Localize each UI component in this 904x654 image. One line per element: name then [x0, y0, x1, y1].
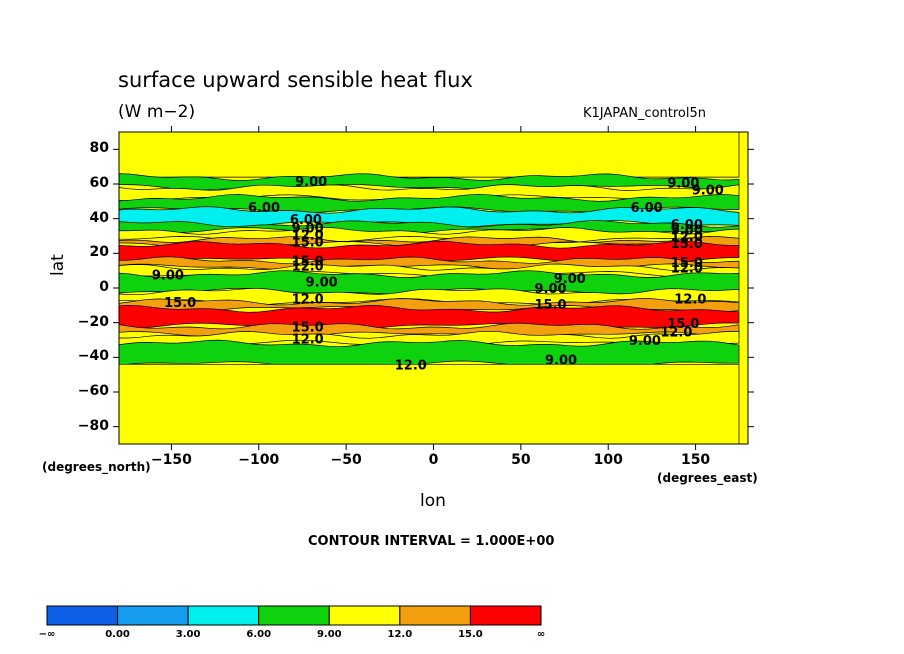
- contour-label: 9.00: [306, 275, 338, 290]
- x-axis-label: lon: [420, 491, 446, 511]
- x-axis-caption: (degrees_east): [657, 471, 758, 485]
- chart-units: (W m−2): [118, 102, 196, 122]
- contour-label: 12.0: [292, 333, 324, 348]
- contour-band: [118, 330, 740, 348]
- contour-label: 12.0: [292, 293, 324, 308]
- contour-band: [118, 363, 740, 445]
- x-tick-label: 50: [511, 452, 531, 468]
- x-tick-label: −50: [330, 452, 362, 468]
- contour-label: 9.00: [295, 175, 327, 190]
- colorbar-label: 6.00: [246, 629, 272, 640]
- contour-label: 9.00: [292, 222, 324, 237]
- contour-label: 6.00: [248, 201, 280, 216]
- x-tick-label: 100: [593, 452, 623, 468]
- colorbar-label: 9.00: [316, 629, 342, 640]
- contour-label: 15.0: [292, 235, 324, 250]
- contour-label: 15.0: [292, 320, 324, 335]
- y-tick-label: −20: [77, 313, 109, 330]
- run-label: K1JAPAN_control5n: [583, 106, 706, 121]
- contour-label: 15.0: [535, 298, 567, 313]
- y-tick-label: −40: [77, 348, 109, 365]
- contour-label: 9.00: [545, 353, 577, 368]
- colorbar-label: 15.0: [458, 629, 483, 640]
- contour-label: 9.00: [671, 223, 703, 238]
- y-tick-label: −60: [77, 383, 109, 399]
- colorbar-swatch: [328, 605, 401, 626]
- x-tick-label: 0: [428, 452, 439, 468]
- colorbar-label: 3.00: [175, 629, 201, 640]
- contour-label: 6.00: [290, 213, 322, 228]
- contour-label: 12.0: [292, 260, 324, 275]
- contour-label: 12.0: [660, 326, 692, 341]
- contour-band: [118, 298, 740, 313]
- contour-label: 9.00: [535, 282, 567, 297]
- contour-label: 9.00: [629, 334, 661, 349]
- colorbar-label: 12.0: [387, 629, 413, 640]
- x-tick-label: 150: [680, 452, 711, 468]
- contour-label: 15.0: [292, 255, 324, 270]
- y-tick-label: 40: [89, 209, 109, 226]
- y-tick-label: 80: [89, 140, 109, 157]
- y-tick-label: 60: [89, 175, 109, 191]
- y-tick-label: 0: [99, 279, 109, 295]
- contour-label: 9.00: [152, 268, 184, 283]
- contour-label: 12.0: [395, 359, 427, 374]
- contour-label: 12.0: [671, 261, 703, 276]
- contour-interval: CONTOUR INTERVAL = 1.000E+00: [308, 534, 555, 549]
- colorbar-swatch: [187, 605, 260, 626]
- colorbar-swatch: [469, 605, 542, 626]
- contour-label: 15.0: [671, 256, 703, 271]
- colorbar-label: 0.00: [105, 629, 130, 640]
- x-tick-label: −150: [150, 452, 192, 468]
- colorbar-swatch: [399, 605, 471, 626]
- contour-label: 6.00: [631, 201, 663, 216]
- colorbar-swatch: [258, 605, 330, 626]
- contour-label: 12.0: [674, 293, 706, 308]
- contour-label: 9.00: [692, 183, 724, 198]
- contour-band: [118, 193, 740, 214]
- contour-label: 6.00: [671, 218, 703, 233]
- colorbar-swatch: [117, 605, 189, 626]
- contour-band: [118, 131, 740, 178]
- y-tick-label: 20: [89, 244, 109, 261]
- contour-label: 12.0: [292, 229, 324, 244]
- colorbar-swatch: [46, 605, 119, 626]
- contour-label: 9.00: [667, 177, 699, 192]
- colorbar-label: −∞: [38, 629, 56, 640]
- y-axis-caption: (degrees_north): [42, 460, 151, 474]
- contour-label: 15.0: [671, 237, 703, 252]
- colorbar-label: ∞: [536, 629, 546, 640]
- x-tick-label: −100: [238, 452, 280, 468]
- contour-label: 15.0: [667, 317, 699, 332]
- chart-title: surface upward sensible heat flux: [118, 68, 473, 92]
- contour-label: 15.0: [164, 296, 196, 311]
- y-tick-label: −80: [77, 417, 109, 434]
- contour-label: 12.0: [671, 230, 703, 245]
- contour-label: 9.00: [554, 272, 586, 287]
